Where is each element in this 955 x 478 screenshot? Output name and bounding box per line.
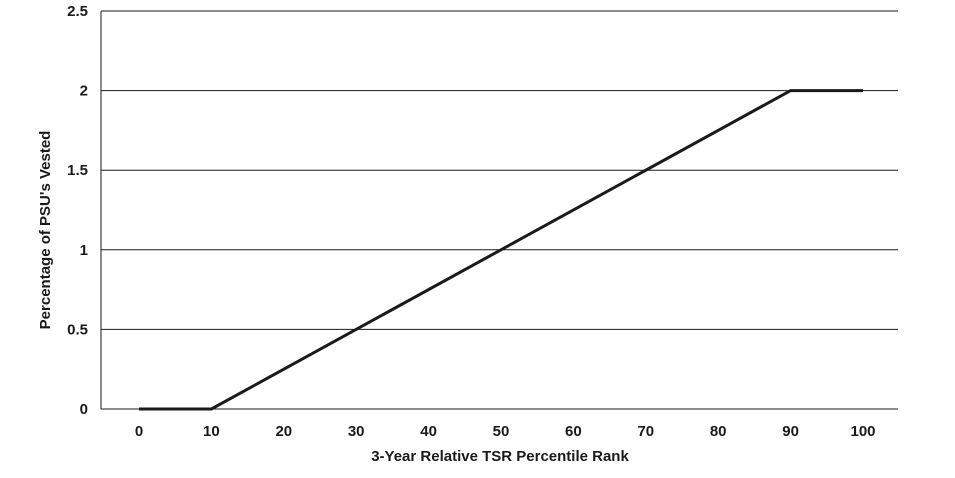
x-tick-label: 0	[135, 423, 143, 440]
y-axis-title: Percentage of PSU's Vested	[37, 131, 54, 330]
x-tick-label: 30	[348, 423, 365, 440]
y-tick-label: 2	[80, 83, 88, 100]
y-tick-label: 0	[80, 401, 88, 418]
x-tick-label: 60	[565, 423, 582, 440]
y-tick-label: 1	[80, 242, 88, 259]
x-tick-label: 70	[637, 423, 654, 440]
x-tick-label: 100	[850, 423, 875, 440]
gridlines	[101, 10, 898, 410]
y-tick-label: 0.5	[67, 321, 88, 338]
y-tick-label: 2.5	[67, 3, 88, 20]
series-line-0	[139, 89, 863, 411]
x-axis-title: 3-Year Relative TSR Percentile Rank	[371, 448, 629, 465]
x-tick-label: 80	[710, 423, 727, 440]
series-layer	[139, 89, 863, 411]
x-tick-label: 40	[420, 423, 437, 440]
x-tick-label: 90	[782, 423, 799, 440]
x-tick-label: 20	[275, 423, 292, 440]
x-tick-label: 50	[493, 423, 510, 440]
y-tick-label: 1.5	[67, 162, 88, 179]
y-tick-labels: 0 0.5 1 1.5 2 2.5	[67, 3, 88, 418]
x-tick-label: 10	[203, 423, 220, 440]
x-tick-labels: 0 10 20 30 40 50 60 70 80 90 100	[135, 423, 876, 440]
